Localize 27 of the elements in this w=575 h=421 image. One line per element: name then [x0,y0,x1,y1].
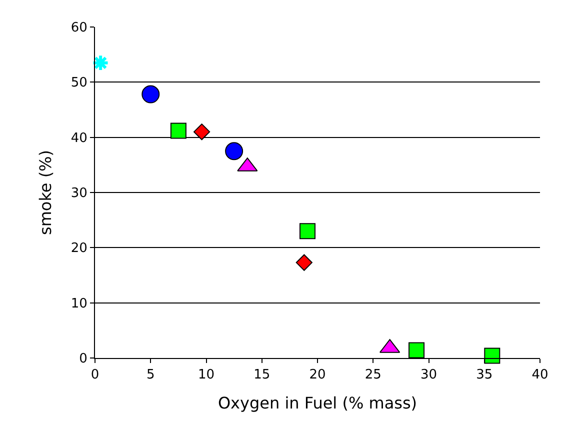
y-tick-label: 0 [79,352,88,367]
x-tick-label: 0 [90,368,100,383]
x-tick-label: 10 [198,368,215,383]
point [194,124,210,140]
x-tick-label: 25 [364,368,382,383]
x-axis-title: Oxygen in Fuel (% mass) [218,393,418,412]
y-tick-label: 20 [70,241,88,256]
y-tick-label: 30 [70,186,88,202]
point [299,223,316,240]
x-tick-label: 35 [476,368,493,383]
point [484,348,500,364]
x-tick-label: 20 [309,368,326,383]
y-axis-title: smoke (%) [36,150,55,236]
x-tick-label: 15 [254,368,270,383]
point [296,254,312,271]
y-tick-label: 50 [70,76,88,91]
point [142,85,160,104]
x-tick-label: 40 [532,368,548,383]
x-tick-label: 30 [420,368,438,383]
point [170,122,186,139]
point [92,54,110,72]
point [408,342,425,358]
x-tick-label: 5 [146,368,155,383]
y-tick-label: 10 [70,296,88,312]
y-tick-label: 60 [70,20,88,36]
point [225,142,244,160]
y-tick-label: 40 [70,130,88,146]
